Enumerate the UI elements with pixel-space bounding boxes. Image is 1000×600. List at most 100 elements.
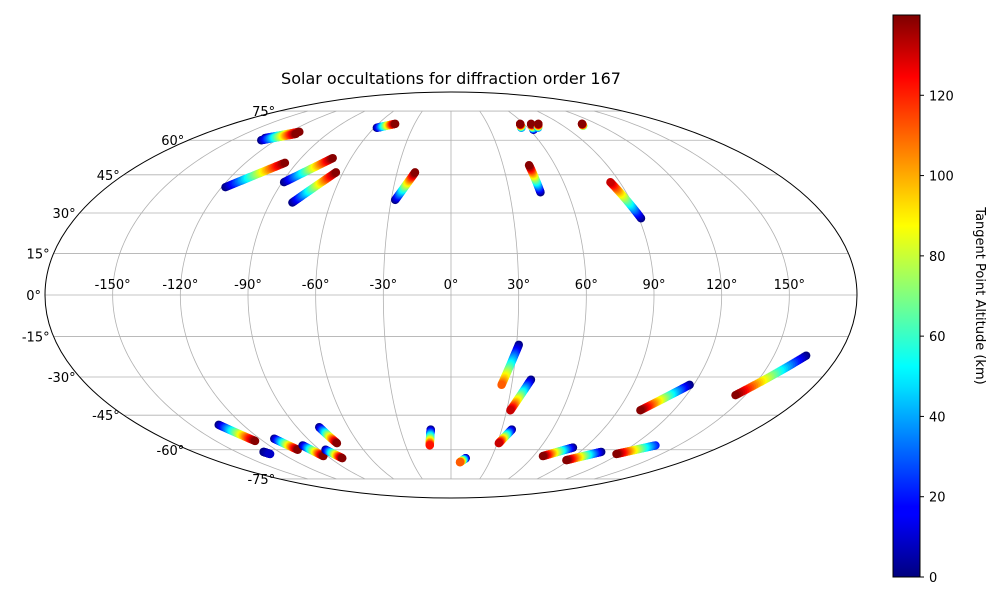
occultation-track xyxy=(298,441,328,461)
gridline-lon xyxy=(594,110,790,480)
lon-tick-label: -90° xyxy=(234,278,262,293)
occultation-track xyxy=(577,119,588,130)
lon-tick-label: 30° xyxy=(507,278,530,293)
occultation-track xyxy=(506,375,536,415)
track-point xyxy=(425,441,434,450)
lat-tick-label: -15° xyxy=(22,331,50,346)
colorbar-tick-label: 40 xyxy=(929,410,946,425)
lon-tick-label: -150° xyxy=(95,278,131,293)
colorbar-tick-label: 100 xyxy=(929,170,954,185)
track-point xyxy=(526,119,536,129)
track-point xyxy=(577,119,587,129)
graticule xyxy=(45,110,857,480)
lat-tick-label: 0° xyxy=(26,289,41,304)
lat-tick-label: -60° xyxy=(157,444,185,459)
colorbar-ticks: 0 20 40 60 80 100 120 xyxy=(920,89,954,586)
track-point xyxy=(280,158,290,168)
occultation-track xyxy=(390,168,420,205)
colorbar-tick-label: 60 xyxy=(929,330,946,345)
track-point xyxy=(338,453,347,463)
track-point xyxy=(731,390,740,400)
occultation-track xyxy=(425,425,435,450)
longitude-tick-labels: -150° -120° -90° -60° -30° 0° 30° 60° 90° 120° 150… xyxy=(95,278,805,293)
colorbar-tick-label: 120 xyxy=(929,89,954,104)
colorbar-tick-label: 0 xyxy=(929,571,937,586)
gridline-lon xyxy=(382,110,423,480)
track-point xyxy=(391,119,400,129)
occultation-track xyxy=(372,119,400,132)
occultation-track xyxy=(270,434,302,454)
gridline-lon xyxy=(536,110,655,480)
lon-tick-label: 120° xyxy=(706,278,737,293)
occultation-track xyxy=(221,158,290,192)
lat-tick-label: 45° xyxy=(97,169,120,184)
track-point xyxy=(506,406,515,415)
track-point xyxy=(265,449,275,459)
colorbar-tick-label: 20 xyxy=(929,491,946,506)
track-point xyxy=(250,436,260,446)
map-boundary xyxy=(44,91,858,499)
track-point xyxy=(328,153,337,163)
lon-tick-label: 0° xyxy=(444,278,459,293)
gridline-lon xyxy=(565,110,723,480)
gridline-lon xyxy=(315,110,394,480)
track-point xyxy=(497,380,506,390)
gridline-lon xyxy=(479,110,520,480)
occultation-track xyxy=(533,119,543,132)
track-point xyxy=(291,129,301,139)
occultation-track xyxy=(524,160,545,197)
occultation-track xyxy=(455,453,470,467)
track-point xyxy=(524,160,534,170)
occultation-track xyxy=(494,425,517,448)
occultation-track xyxy=(259,447,275,459)
occultation-track xyxy=(562,447,606,465)
track-point xyxy=(636,406,645,415)
track-point xyxy=(612,449,621,459)
track-point xyxy=(538,451,548,461)
occultation-track xyxy=(538,443,578,461)
lon-tick-label: 90° xyxy=(642,278,665,293)
occultation-track xyxy=(288,168,341,207)
track-point xyxy=(494,439,503,448)
occultation-track xyxy=(214,420,260,446)
colorbar xyxy=(892,14,921,578)
track-point xyxy=(331,168,341,177)
chart-title: Solar occultations for diffraction order… xyxy=(281,69,621,88)
occultation-track xyxy=(612,441,660,459)
track-point xyxy=(515,119,525,129)
occultation-tracks xyxy=(214,119,811,467)
occultation-track xyxy=(636,380,694,415)
occultation-track xyxy=(321,445,347,463)
lon-tick-label: -60° xyxy=(302,278,330,293)
occultation-track xyxy=(257,129,301,145)
colorbar-label: Tangent Point Altitude (km) xyxy=(972,206,987,384)
lat-tick-label: -30° xyxy=(48,371,76,386)
track-point xyxy=(606,178,615,187)
occultation-track xyxy=(515,119,526,132)
occultation-track xyxy=(731,351,811,400)
track-point xyxy=(455,458,465,467)
occultation-track xyxy=(497,340,523,390)
occultation-track xyxy=(279,153,337,187)
gridline-lon xyxy=(179,110,337,480)
gridline-lon xyxy=(508,110,587,480)
track-point xyxy=(410,168,420,177)
lon-tick-label: -120° xyxy=(162,278,198,293)
latitude-tick-labels: 75° 60° 45° 30° 15° 0° -15° -30° -45° -60° -75° xyxy=(22,105,275,488)
lat-tick-label: 15° xyxy=(27,247,50,262)
gridline-lon xyxy=(112,110,308,480)
lat-tick-label: 60° xyxy=(161,134,184,149)
lat-tick-label: -45° xyxy=(92,409,120,424)
lon-tick-label: 60° xyxy=(575,278,598,293)
occultation-track xyxy=(606,178,646,223)
gridline-lon xyxy=(247,110,366,480)
track-point xyxy=(534,119,543,129)
colorbar-tick-label: 80 xyxy=(929,250,946,265)
track-point xyxy=(562,456,571,465)
track-point xyxy=(332,439,342,448)
lon-tick-label: 150° xyxy=(774,278,805,293)
lat-tick-label: -75° xyxy=(247,473,275,488)
lat-tick-label: 75° xyxy=(252,105,275,120)
lat-tick-label: 30° xyxy=(53,207,76,222)
